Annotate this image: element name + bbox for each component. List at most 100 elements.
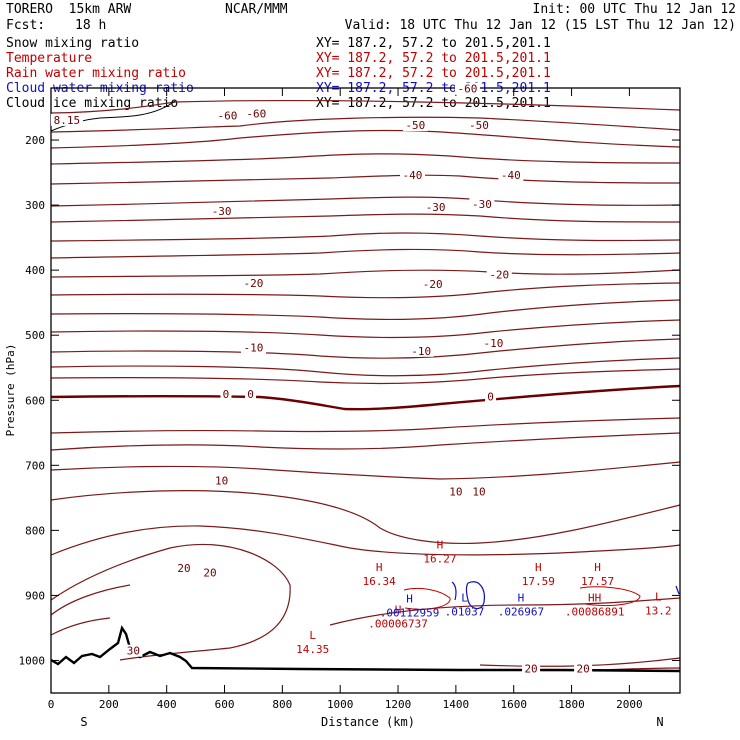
contour-label: 30 [127,645,140,658]
rain-contour [579,586,641,607]
contour-label-bg [214,109,240,122]
extremum-value: 13.2 [645,604,672,617]
isotherm-line [329,597,681,626]
contour-label: -50 [405,119,425,132]
plot-frame [50,87,681,694]
extremum-value: 17.57 [581,575,614,588]
extremum-mark: H [395,603,402,616]
fcst-value: 18 h [75,18,107,33]
extremum-value: .00086891 [565,606,625,619]
contour-label-bg [498,169,524,182]
y-axis-title: Pressure (hPa) [4,344,17,437]
y-tick-label: 600 [25,394,45,407]
contour-label-bg [446,485,465,498]
contour-label: -40 [403,169,423,182]
x-tick-label: 1800 [558,698,585,711]
y-tick-label: 800 [25,524,45,537]
extremum-value: 14.35 [296,643,329,656]
isotherm-line [50,432,681,451]
extremum-value: .00112959 [380,606,440,619]
contour-label: -20 [423,278,443,291]
x-tick-label: 200 [99,698,119,711]
x-tick-label: 800 [272,698,292,711]
legend-snow-label: Snow mixing ratio [6,36,140,51]
x-tick-label: 600 [215,698,235,711]
extremum-value: 17.59 [522,575,555,588]
contour-label: 0 [487,390,494,403]
y-tick-label: 300 [25,199,45,212]
extremum-value: 16.34 [363,575,396,588]
legend-rain-label: Rain water mixing ratio [6,66,187,81]
contour-label-bg [423,201,449,214]
legend-temperature-xy: XY= 187.2, 57.2 to 201.5,201.1 [316,51,551,66]
contour-label-bg [209,204,235,217]
extremum-value: 16.27 [423,552,456,565]
isotherm-line [50,196,681,207]
contour-label: -20 [243,277,263,290]
isotherm-line [50,357,681,377]
contour-label-bg [454,82,480,95]
contour-label-bg [420,277,446,290]
isotherm-line [50,461,681,480]
contour-label-bg [408,344,434,357]
cloud-water-contour [451,581,457,601]
contour-label: -60 [246,107,266,120]
temperature-contours [50,99,681,672]
extremum-mark: HH [588,592,601,605]
contour-label-bg [201,566,220,579]
contour-label: 0 [247,388,254,401]
isotherm-line [50,525,681,556]
contour-label-bg [243,107,269,120]
contour-label: -30 [472,198,492,211]
fcst-label: Fcst: [6,18,46,33]
center-name: NCAR/MMM [225,2,288,17]
contour-label: -60 [217,109,237,122]
contour-label: 8.15 [54,114,81,127]
x-tick-label: 0 [48,698,55,711]
contour-label-bg [124,644,143,657]
contour-label: 20 [524,662,537,675]
contour-label: -30 [426,201,446,214]
isotherm-line [50,417,681,434]
isotherm-line [50,174,681,185]
y-tick-label: 500 [25,329,45,342]
isotherm-line [50,299,681,320]
contour-label-bg [470,485,489,498]
y-tick-label: 700 [25,459,45,472]
isotherm-line [50,584,131,616]
contour-label: -20 [489,269,509,282]
north-label: N [656,715,663,729]
extremum-value: .026967 [498,606,544,619]
legend-cloudice-xy: XY= 187.2, 57.2 to 201.5,201.1 [316,96,551,111]
contour-label-bg [574,662,593,675]
isotherm-line [50,129,681,149]
isotherm-line [50,213,681,223]
isotherm-line [50,338,681,359]
cloud-water-regions [451,581,680,610]
contour-label-bg [220,387,232,400]
legend-cloudice-label: Cloud ice mixing ratio [6,96,179,111]
contour-label-bg [486,268,512,281]
contour-label-bg [485,390,497,403]
contour-label: -30 [212,205,232,218]
contour-label-bg [245,387,257,400]
contour-label: 0 [223,388,230,401]
isotherm-line [50,269,681,278]
isotherm-line [50,248,681,259]
contour-label-bg [466,119,492,132]
x-tick-label: 1000 [327,698,354,711]
contour-label: 10 [449,485,462,498]
rain-regions [403,586,641,610]
x-tick-label: 400 [157,698,177,711]
isotherm-line [50,99,681,114]
extremum-mark: H [406,592,413,605]
isotherm-line [50,232,681,242]
contour-label: 10 [215,474,228,487]
contour-label-bg [212,474,231,487]
extremum-mark: H [518,592,525,605]
contour-label-bg [480,337,506,350]
x-tick-label: 2000 [616,698,643,711]
rain-contour [403,587,451,610]
x-axis-title: Distance (km) [321,715,415,729]
